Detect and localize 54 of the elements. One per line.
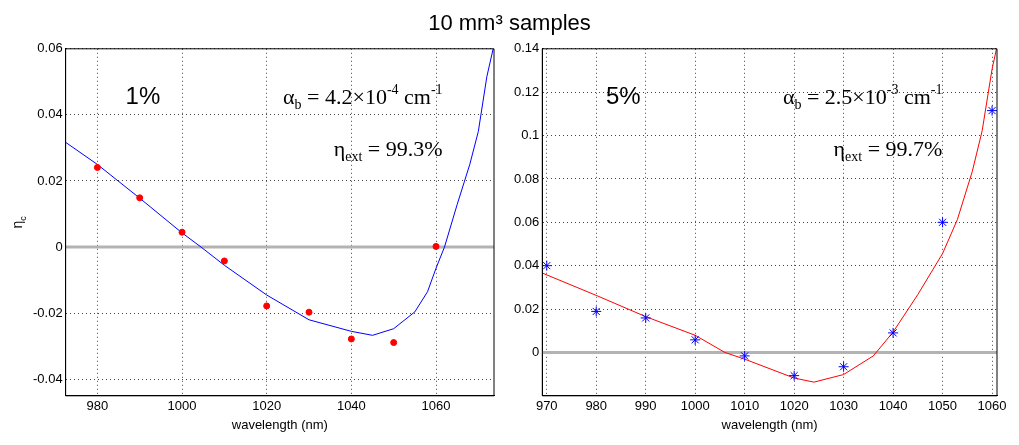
point [887,327,899,339]
x-tick-label: 1050 [928,398,958,414]
annotation: 1% [125,81,161,109]
x-tick-label: 1010 [730,398,760,414]
y-axis-title: ηc [9,215,28,229]
point [689,334,701,346]
x-tick-label: 1040 [878,398,908,414]
y-tick-label: -0.02 [32,304,63,320]
y-tick-label: 0.02 [513,300,540,316]
point [640,312,652,324]
point [93,163,101,171]
x-tick-label: 980 [86,398,109,414]
x-tick-label: 990 [634,398,657,414]
y-tick-label: 0.08 [513,170,540,186]
annotation: 5% [605,81,641,109]
y-tick-label: 0.06 [37,40,63,56]
point [986,105,997,117]
y-tick-label: -0.04 [32,370,63,386]
point [937,216,949,228]
point [542,260,553,272]
point [390,339,398,347]
point [220,257,228,265]
y-tick-label: 0 [55,238,63,254]
y-tick-label: 0.12 [513,83,540,99]
point [739,350,751,362]
x-tick-label: 1060 [421,398,451,414]
x-axis-title: wavelength (nm) [720,416,818,432]
x-tick-label: 1020 [779,398,809,414]
point [305,308,313,316]
y-tick-label: 0.14 [513,40,540,56]
y-tick-label: 0.02 [37,172,63,188]
point [136,194,144,202]
point [178,228,186,236]
x-axis-title: wavelength (nm) [230,416,328,432]
x-tick-label: 980 [585,398,608,414]
y-tick-label: 0.1 [521,127,540,143]
x-tick-label: 1000 [167,398,197,414]
point [432,242,440,250]
x-tick-label: 1060 [977,398,1007,414]
point [838,361,850,373]
x-tick-label: 1030 [829,398,859,414]
y-tick-label: 0.04 [513,257,540,273]
chart-title: 10 mm³ samples [427,9,592,37]
x-tick-label: 970 [535,398,558,414]
y-tick-label: 0.04 [37,106,63,122]
point [347,335,355,343]
y-tick-label: 0.06 [513,213,540,229]
x-tick-label: 1020 [252,398,282,414]
y-tick-label: 0 [532,344,540,359]
point [788,370,800,382]
point [263,302,271,310]
point [590,305,602,317]
x-tick-label: 1040 [336,398,366,414]
x-tick-label: 1000 [680,398,710,414]
